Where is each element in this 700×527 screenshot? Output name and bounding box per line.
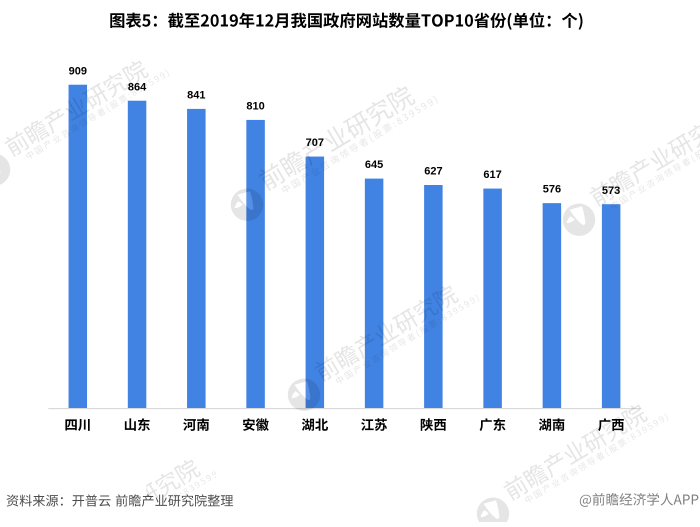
svg-text:909: 909: [69, 65, 87, 77]
svg-text:864: 864: [128, 81, 147, 93]
svg-text:707: 707: [306, 137, 324, 149]
svg-text:617: 617: [483, 169, 501, 181]
svg-text:573: 573: [602, 185, 620, 197]
svg-text:645: 645: [365, 159, 383, 171]
svg-text:841: 841: [187, 90, 205, 102]
svg-text:810: 810: [246, 101, 264, 113]
svg-text:627: 627: [424, 166, 442, 178]
svg-text:576: 576: [543, 184, 561, 196]
